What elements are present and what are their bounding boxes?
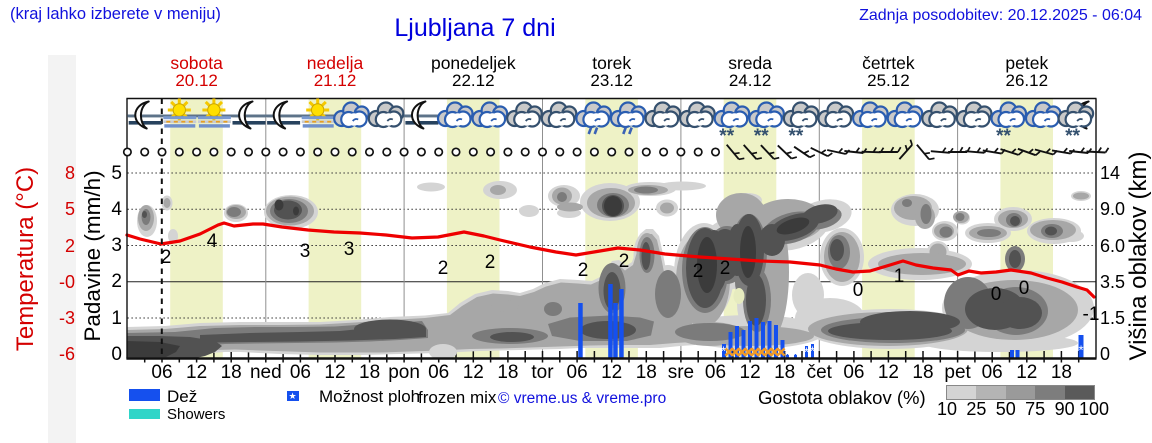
svg-text:*: * [804,345,809,360]
svg-text:**: ** [996,126,1011,147]
svg-text:**: ** [754,126,769,147]
svg-text:*: * [721,344,726,359]
svg-text:**: ** [1065,126,1080,147]
svg-text:*: * [785,348,790,363]
svg-text:*: * [1078,343,1083,358]
svg-text:*: * [793,348,798,363]
svg-text:*: * [810,344,815,359]
svg-text:**: ** [789,126,804,147]
svg-text:**: ** [719,126,734,147]
